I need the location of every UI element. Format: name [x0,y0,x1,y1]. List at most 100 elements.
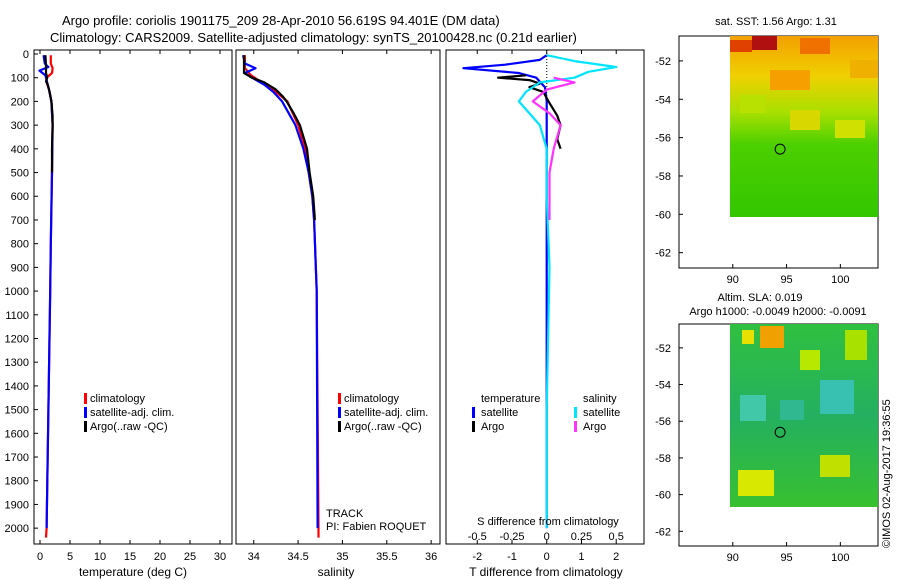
legend-label-temp-argo: Argo [481,421,504,433]
legend-label-temp-satellite: satellite [481,407,518,419]
series-line-temperature-satellite [462,54,548,529]
depth-tick-label: 600 [11,191,29,203]
s-tick-label: 0.25 [571,531,592,543]
difference-panel: -2 -1 0 1 2 -0.5 -0.25 0 0.25 0.5 S difference fr… [445,49,645,579]
legend-label-argo: Argo(..raw -QC) [344,421,422,433]
sst-mid-patch [790,110,820,130]
temperature-series [38,55,54,538]
track-annotation: TRACK [326,508,364,520]
sst-map: sat. SST: 1.56 Argo: 1.31 -52 -54 -56 -58 -6… [655,16,879,286]
sst-mid-patch [835,120,865,138]
sst-warm-patch [850,60,878,78]
depth-tick-label: 200 [11,96,29,108]
series-line-salinity-argo [531,76,576,220]
lon-tick-label: 100 [831,274,849,286]
argo-location-marker [774,143,786,155]
legend-swatch-climatology [338,393,341,404]
depth-axis: 0 100 200 300 400 500 600 700 800 900 1000 1100 1200… [5,49,38,535]
x-tick-label: -1 [507,551,517,563]
sst-warm-patch [730,40,752,52]
depth-tick-label: 700 [11,215,29,227]
salinity-panel: 34 34.5 35 35.5 36 salinity climatology sate… [235,49,441,579]
depth-tick-label: 300 [11,120,29,132]
x-tick-label: 20 [154,551,166,563]
lat-tick-label: -54 [655,380,671,392]
s-difference-label: S difference from climatology [477,516,619,528]
sla-low-patch [740,395,766,421]
sla-field [730,324,878,507]
legend-label-sal-argo: Argo [583,421,606,433]
salinity-x-axis: 34 34.5 35 35.5 36 [248,50,437,563]
legend-swatch-argo [338,421,341,432]
s-tick-label: 0.5 [609,531,624,543]
sla-high-patch [760,326,784,348]
depth-tick-label: 1300 [5,357,29,369]
x-tick-label: -2 [472,551,482,563]
depth-tick-label: 100 [11,73,29,85]
depth-tick-label: 1200 [5,333,29,345]
depth-tick-label: 1600 [5,428,29,440]
sst-warm-patch [752,36,777,50]
t-difference-xlabel: T difference from climatology [469,565,623,579]
sla-high-patch [800,350,820,370]
x-tick-label: 0 [37,551,43,563]
lon-tick-label: 95 [780,274,792,286]
x-tick-label: 35.5 [376,551,397,563]
temperature-x-axis: 0 5 10 15 20 25 30 [37,50,226,563]
salinity-xlabel: salinity [318,565,355,579]
legend-label-satellite: satellite-adj. clim. [344,407,428,419]
depth-tick-label: 1700 [5,452,29,464]
x-tick-label: 36 [425,551,437,563]
lat-tick-label: -62 [655,248,671,260]
lon-tick-label: 100 [831,552,849,564]
legend-label-satellite: satellite-adj. clim. [90,407,174,419]
sla-map: Altim. SLA: 0.019 Argo h1000: -0.0049 h2… [655,292,879,564]
argo-location-marker [774,426,786,438]
s-tick-label: -0.25 [499,531,524,543]
depth-tick-label: 1400 [5,381,29,393]
lat-tick-label: -58 [655,171,671,183]
sla-low-patch [820,380,854,414]
depth-tick-label: 1500 [5,405,29,417]
sla-high-patch [742,330,754,344]
series-line-satellite-adj-clim- [38,55,54,529]
depth-tick-label: 500 [11,168,29,180]
temperature-axes-frame [33,49,233,545]
lat-tick-label: -52 [655,343,671,355]
sla-high-patch [845,330,867,360]
temperature-legend: climatology satellite-adj. clim. Argo(..… [84,393,174,433]
lat-tick-label: -56 [655,133,671,145]
lat-tick-label: -62 [655,526,671,538]
x-tick-label: 35 [336,551,348,563]
x-tick-label: 34.5 [287,551,308,563]
lon-tick-label: 95 [780,552,792,564]
legend-swatch-sal-satellite [574,407,577,418]
difference-series [462,54,618,529]
sst-warm-patch [770,70,810,90]
lat-tick-label: -58 [655,453,671,465]
series-line-argo-raw-qc- [242,55,316,221]
x-tick-label: 15 [124,551,136,563]
legend-swatch-sal-argo [574,421,577,432]
series-line-argo-raw-qc- [44,55,54,173]
sla-low-patch [780,400,804,420]
legend-swatch-temp-argo [472,421,475,432]
depth-tick-label: 1100 [5,310,29,322]
legend-label-climatology: climatology [344,393,400,405]
s-tick-label: -0.5 [468,531,487,543]
series-line-salinity-satellite [517,54,618,529]
sst-map-title: sat. SST: 1.56 Argo: 1.31 [715,16,837,28]
x-tick-label: 34 [248,551,260,563]
legend-swatch-argo [84,421,87,432]
legend-swatch-temp-satellite [472,407,475,418]
depth-tick-label: 400 [11,144,29,156]
lon-tick-label: 90 [727,552,739,564]
difference-axes-frame [445,49,645,545]
salinity-axes-frame [235,49,441,545]
legend-label-climatology: climatology [90,393,146,405]
legend-swatch-satellite [84,407,87,418]
sst-mid-patch [740,95,766,113]
legend-header-salinity: salinity [583,393,617,405]
depth-tick-label: 1900 [5,499,29,511]
sla-map-title: Altim. SLA: 0.019 [718,292,803,304]
